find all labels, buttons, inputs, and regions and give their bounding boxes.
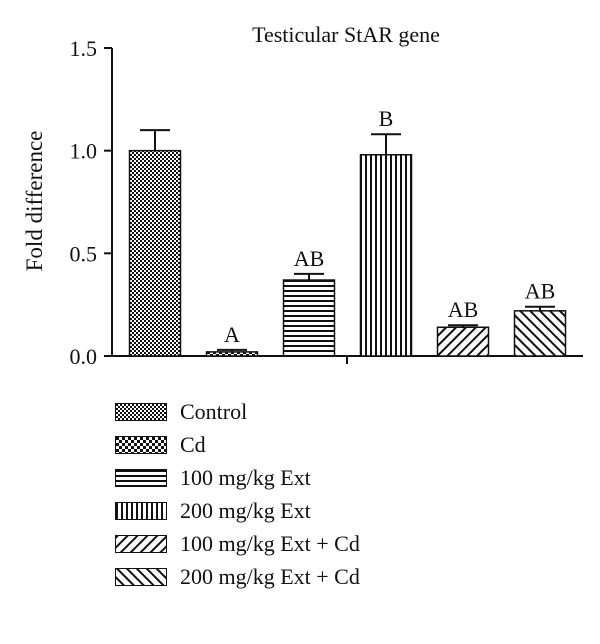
legend-item: Control bbox=[115, 395, 360, 428]
legend-swatch bbox=[115, 402, 167, 421]
bar-6 bbox=[513, 310, 567, 357]
legend-swatch bbox=[115, 468, 167, 487]
legend-swatch bbox=[115, 501, 167, 520]
bar-3 bbox=[282, 279, 336, 357]
legend-swatch bbox=[115, 534, 167, 553]
y-axis-label: Fold difference bbox=[22, 131, 47, 272]
legend-label: 100 mg/kg Ext + Cd bbox=[180, 530, 360, 556]
bar-annotation: AB bbox=[294, 246, 325, 271]
legend-item: 200 mg/kg Ext + Cd bbox=[115, 560, 360, 593]
bar-annotation: B bbox=[379, 106, 394, 131]
legend-item: Cd bbox=[115, 428, 360, 461]
legend-item: 200 mg/kg Ext bbox=[115, 494, 360, 527]
legend-label: Control bbox=[180, 398, 248, 424]
legend-item: 100 mg/kg Ext + Cd bbox=[115, 527, 360, 560]
chart-title: Testicular StAR gene bbox=[252, 22, 440, 47]
bar-5 bbox=[436, 326, 490, 357]
legend: Control Cd 100 mg/kg Ext 200 mg/kg Ext 100 m… bbox=[115, 395, 360, 593]
bar-annotations: A AB B AB AB bbox=[224, 106, 555, 347]
bar-annotation: AB bbox=[525, 279, 556, 304]
y-tick-label: 1.5 bbox=[70, 36, 98, 61]
bars bbox=[128, 149, 567, 357]
legend-swatch bbox=[115, 435, 167, 454]
y-axis-ticks: 0.0 0.5 1.0 1.5 bbox=[70, 36, 112, 369]
y-tick-label: 0.0 bbox=[70, 344, 98, 369]
bar-2 bbox=[205, 351, 259, 357]
bar-annotation: AB bbox=[448, 297, 479, 322]
bar-annotation: A bbox=[224, 322, 240, 347]
legend-label: 200 mg/kg Ext bbox=[180, 497, 311, 523]
legend-swatch bbox=[115, 567, 167, 586]
bar-chart: Testicular StAR gene Fold difference 0.0… bbox=[22, 22, 583, 369]
bar-4 bbox=[359, 154, 413, 357]
y-tick-label: 1.0 bbox=[70, 139, 98, 164]
legend-label: 100 mg/kg Ext bbox=[180, 464, 311, 490]
error-bars bbox=[140, 129, 555, 352]
legend-item: 100 mg/kg Ext bbox=[115, 461, 360, 494]
legend-label: Cd bbox=[180, 431, 206, 457]
bar-1 bbox=[128, 149, 182, 357]
y-tick-label: 0.5 bbox=[70, 241, 98, 266]
legend-label: 200 mg/kg Ext + Cd bbox=[180, 563, 360, 589]
